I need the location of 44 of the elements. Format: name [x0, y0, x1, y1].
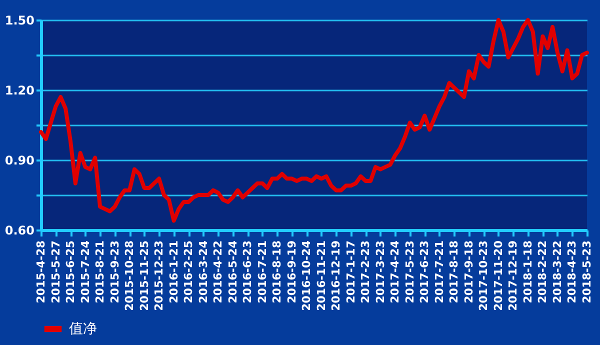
- y-tick-label: 0.90: [4, 154, 34, 168]
- x-tick-label: 2015-8-21: [94, 240, 107, 304]
- x-tick-label: 2016-11-21: [314, 240, 328, 311]
- x-tick-label: 2015-4-28: [34, 240, 48, 304]
- x-tick-label: 2016-2-25: [182, 240, 196, 304]
- x-tick-label: 2016-9-19: [285, 240, 298, 304]
- line-series: [39, 18, 589, 223]
- x-tick-label: 2015-9-23: [108, 240, 122, 304]
- y-tick-label: 1.20: [4, 84, 34, 98]
- x-tick-label: 2017-2-23: [359, 240, 372, 304]
- x-tick-label: 2017-11-20: [492, 240, 505, 311]
- x-tick-label: 2018-2-22: [536, 240, 550, 304]
- x-tick-label: 2015-11-25: [138, 240, 151, 311]
- x-tick-label: 2015-6-25: [64, 240, 78, 304]
- x-tick-label: 2016-4-22: [212, 240, 225, 304]
- x-tick-label: 2016-3-24: [196, 240, 210, 304]
- x-tick-label: 2017-7-21: [432, 240, 446, 304]
- x-tick-label: 2016-5-24: [226, 240, 240, 304]
- legend-label: 值净: [69, 321, 97, 337]
- x-tick-label: 2017-4-24: [388, 240, 402, 304]
- x-tick-label: 2017-10-23: [477, 240, 490, 311]
- x-tick-label: 2017-5-23: [403, 240, 416, 304]
- x-tick-label: 2015-10-28: [123, 240, 136, 311]
- x-tick-label: 2017-12-19: [506, 240, 520, 311]
- x-tick-label: 2017-9-18: [462, 240, 476, 304]
- x-tick-label: 2018-5-23: [580, 240, 594, 304]
- y-tick-label: 1.50: [4, 14, 34, 28]
- x-tick-label: 2016-6-23: [241, 240, 254, 304]
- x-tick-label: 2016-7-21: [256, 240, 269, 304]
- x-tick-label: 2016-10-24: [300, 240, 314, 311]
- x-tick-label: 2017-3-23: [374, 240, 387, 304]
- y-tick-label: 0.60: [4, 224, 34, 238]
- x-tick-label: 2015-5-27: [49, 240, 62, 304]
- x-tick-label: 2017-8-18: [448, 240, 461, 304]
- x-tick-label: 2018-4-23: [566, 240, 579, 304]
- x-tick-label: 2018-3-22: [550, 240, 564, 304]
- x-tick-label: 2016-8-18: [270, 240, 284, 304]
- x-tick-label: 2016-1-21: [167, 240, 180, 304]
- x-tick-label: 2017-1-17: [344, 240, 358, 304]
- x-tick-label: 2017-6-23: [418, 240, 432, 304]
- x-tick-label: 2015-7-24: [78, 240, 92, 304]
- x-tick-label: 2018-1-18: [521, 240, 534, 304]
- x-tick-label: 2016-12-19: [330, 240, 343, 311]
- x-tick-label: 2015-12-23: [152, 240, 166, 311]
